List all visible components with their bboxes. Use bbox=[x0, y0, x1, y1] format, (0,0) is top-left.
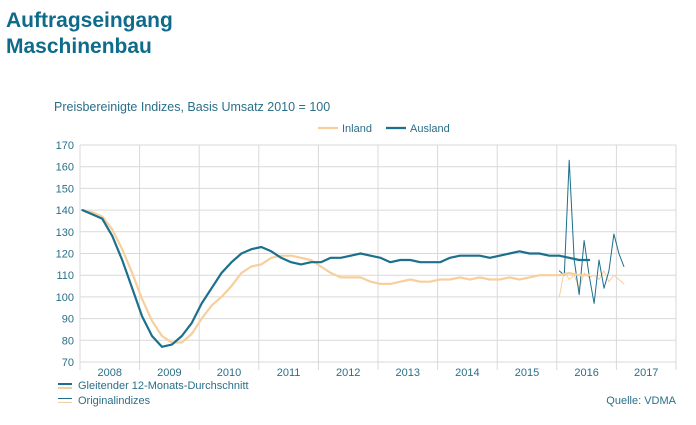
legend-label-ausland: Ausland bbox=[410, 123, 450, 135]
y-tick-label: 70 bbox=[62, 357, 74, 369]
x-tick-label: 2011 bbox=[277, 367, 301, 379]
y-tick-label: 160 bbox=[56, 162, 74, 174]
title-line-1: Auftragseingang bbox=[6, 9, 173, 32]
x-tick-label: 2014 bbox=[455, 367, 479, 379]
legend-label-inland: Inland bbox=[342, 123, 372, 135]
legend-moving-average-swatch bbox=[58, 381, 72, 391]
legend-original-swatch bbox=[58, 396, 72, 406]
y-tick-label: 150 bbox=[56, 183, 74, 195]
title-line-2: Maschinenbau bbox=[6, 35, 152, 58]
y-tick-label: 170 bbox=[56, 140, 74, 152]
y-tick-label: 90 bbox=[62, 314, 74, 326]
x-tick-label: 2008 bbox=[98, 367, 122, 379]
y-tick-label: 120 bbox=[56, 249, 74, 261]
series-line-ausland-moving-average bbox=[81, 209, 591, 348]
x-tick-label: 2015 bbox=[515, 367, 539, 379]
series-line-inland-moving-average bbox=[81, 209, 591, 344]
legend-original-label: Originalindizes bbox=[78, 395, 151, 407]
y-tick-label: 130 bbox=[56, 227, 74, 239]
x-tick-label: 2010 bbox=[217, 367, 241, 379]
y-tick-label: 80 bbox=[62, 335, 74, 347]
y-tick-label: 110 bbox=[56, 270, 74, 282]
y-tick-label: 140 bbox=[56, 205, 74, 217]
x-tick-label: 2016 bbox=[574, 367, 598, 379]
x-tick-label: 2012 bbox=[336, 367, 360, 379]
chart-subtitle: Preisbereinigte Indizes, Basis Umsatz 20… bbox=[54, 100, 331, 114]
x-tick-label: 2013 bbox=[396, 367, 420, 379]
series-line-inland-original bbox=[558, 270, 625, 298]
legend-original: Originalindizes bbox=[58, 395, 150, 407]
chart-title: Auftragseingang Maschinenbau bbox=[6, 8, 173, 60]
y-tick-label: 100 bbox=[56, 292, 74, 304]
x-tick-label: 2017 bbox=[634, 367, 658, 379]
legend-moving-average: Gleitender 12-Monats-Durchschnitt bbox=[58, 380, 249, 392]
series-line-ausland-original bbox=[558, 159, 625, 304]
x-tick-label: 2009 bbox=[157, 367, 181, 379]
source-note: Quelle: VDMA bbox=[606, 395, 676, 407]
legend-moving-average-label: Gleitender 12-Monats-Durchschnitt bbox=[78, 380, 249, 392]
